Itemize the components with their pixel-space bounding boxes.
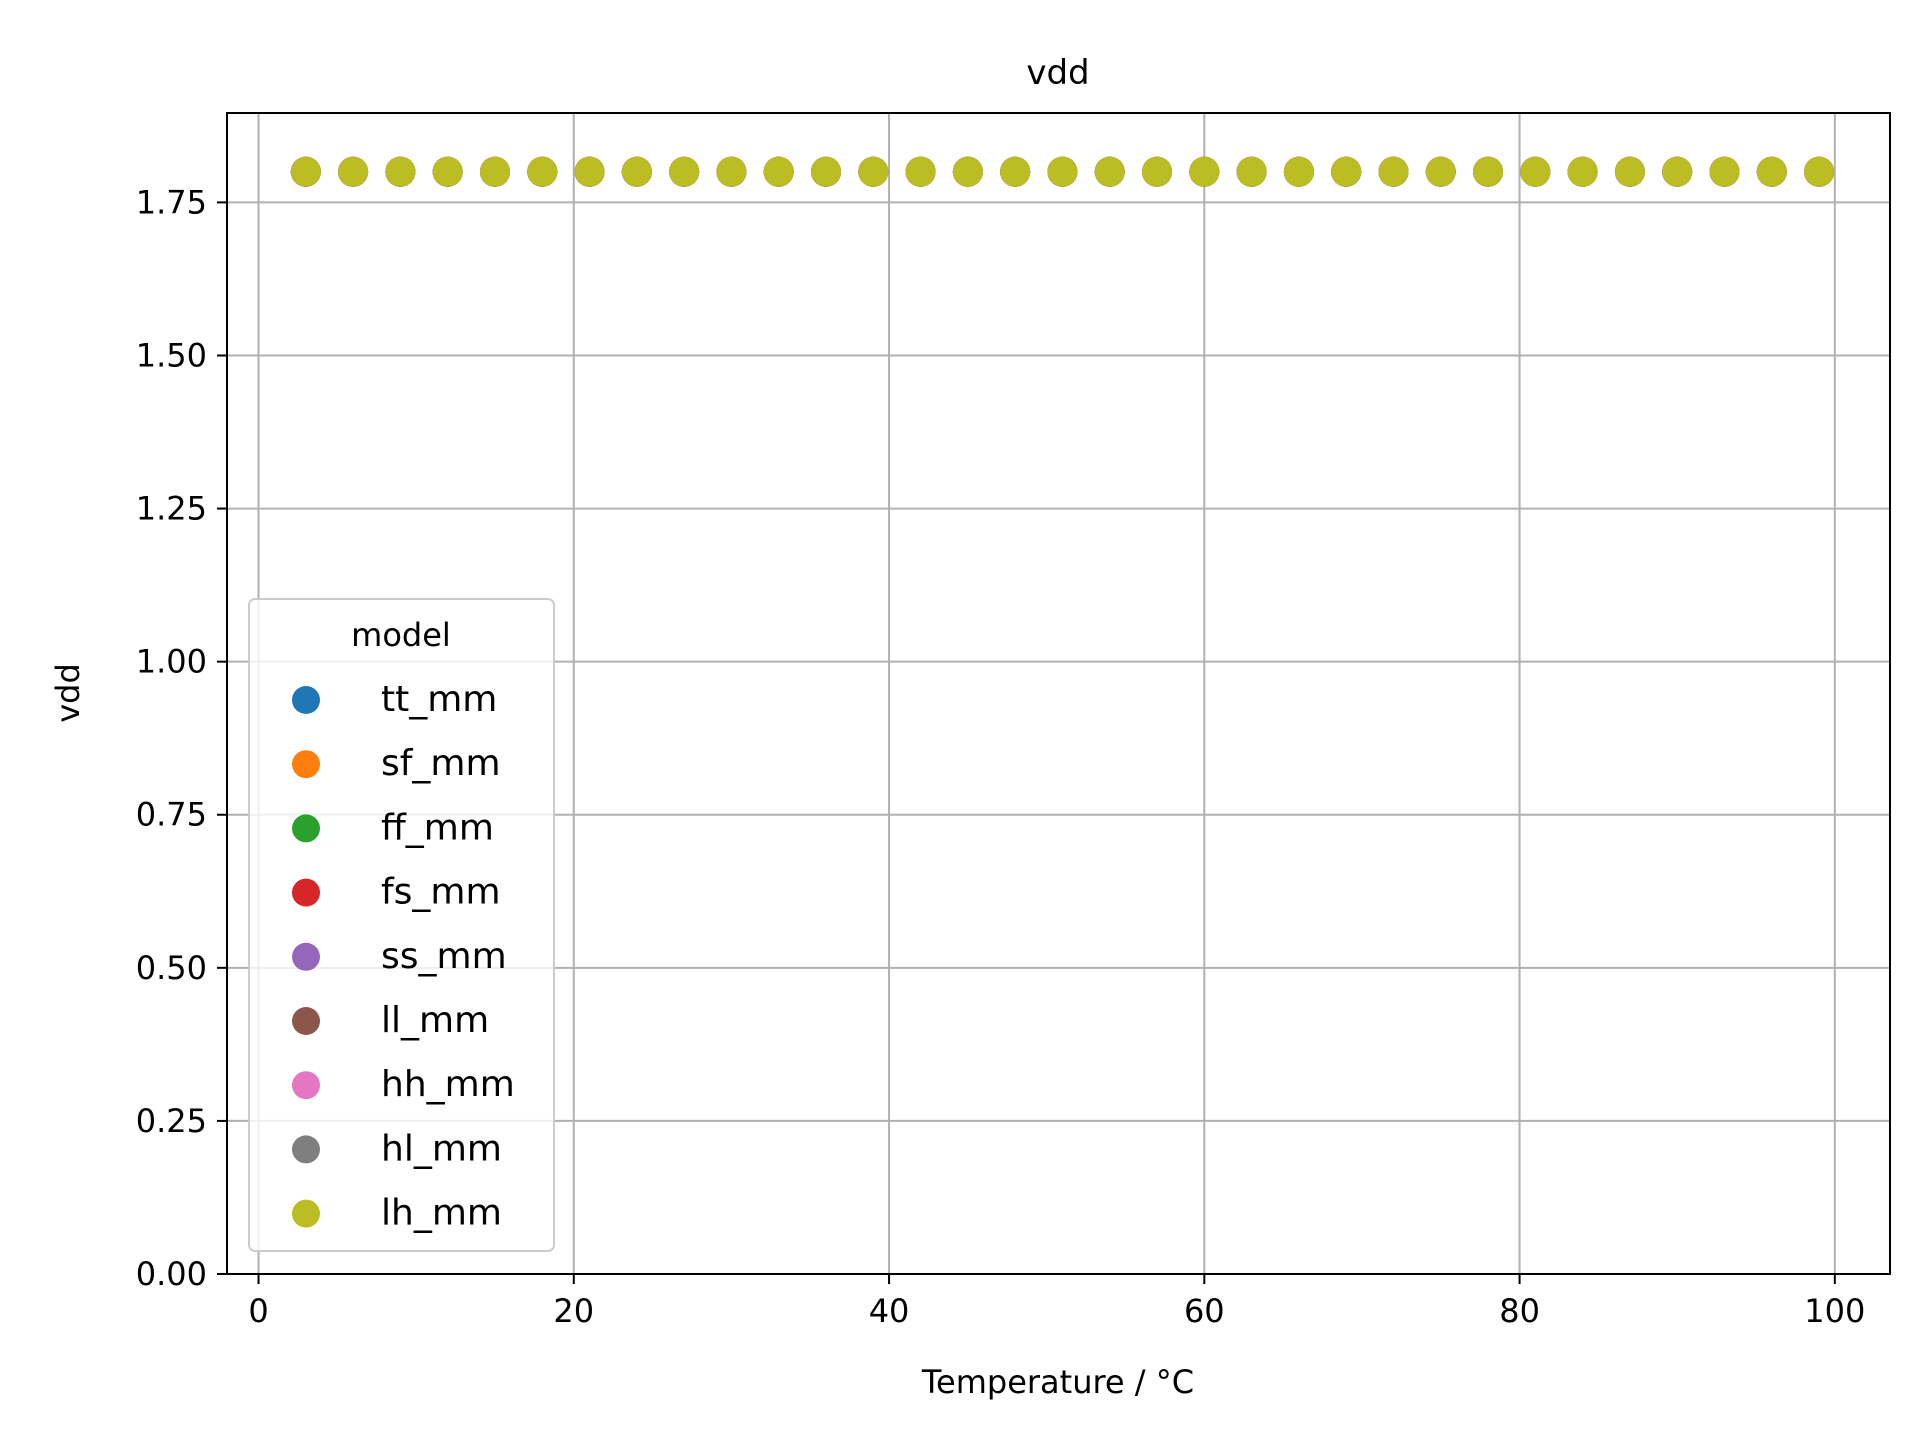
data-point-lh_mm bbox=[385, 156, 416, 187]
data-point-lh_mm bbox=[338, 156, 369, 187]
y-axis-label: vdd bbox=[49, 663, 87, 723]
legend-label: hh_mm bbox=[381, 1064, 515, 1105]
data-point-lh_mm bbox=[716, 156, 747, 187]
legend-marker bbox=[292, 878, 320, 907]
data-point-lh_mm bbox=[1567, 156, 1598, 187]
y-tick-label: 0.00 bbox=[136, 1255, 207, 1293]
data-point-lh_mm bbox=[290, 156, 321, 187]
legend-marker bbox=[292, 1071, 320, 1100]
legend-entries: tt_mm sf_mm ff_mm fs_mm ss_mm ll_mm hh_mm hl_mm… bbox=[292, 679, 515, 1234]
data-points bbox=[290, 156, 1835, 187]
legend-box bbox=[248, 598, 555, 1252]
data-point-lh_mm bbox=[763, 156, 794, 187]
legend-label: ll_mm bbox=[381, 1000, 489, 1041]
data-point-lh_mm bbox=[621, 156, 652, 187]
legend-marker bbox=[292, 1199, 320, 1228]
y-tick-label: 1.75 bbox=[136, 183, 207, 221]
legend-label: lh_mm bbox=[381, 1193, 502, 1234]
x-tick-label: 60 bbox=[1184, 1292, 1225, 1330]
legend-entry-tt_mm: tt_mm bbox=[292, 679, 497, 720]
legend-label: hl_mm bbox=[381, 1128, 502, 1169]
x-tick-label: 100 bbox=[1804, 1292, 1865, 1330]
data-point-lh_mm bbox=[905, 156, 936, 187]
legend-entry-ss_mm: ss_mm bbox=[292, 936, 507, 977]
data-point-lh_mm bbox=[527, 156, 558, 187]
legend-marker bbox=[292, 814, 320, 843]
legend-marker bbox=[292, 1135, 320, 1164]
data-point-lh_mm bbox=[858, 156, 889, 187]
legend-label: fs_mm bbox=[381, 872, 501, 913]
data-point-lh_mm bbox=[479, 156, 510, 187]
legend-entry-hl_mm: hl_mm bbox=[292, 1128, 502, 1169]
chart-title: vdd bbox=[1026, 53, 1089, 93]
x-tick-label: 40 bbox=[869, 1292, 910, 1330]
y-tick-label: 0.25 bbox=[136, 1102, 207, 1140]
legend-entry-ll_mm: ll_mm bbox=[292, 1000, 489, 1041]
plot-area-frame bbox=[226, 112, 1891, 1275]
legend-entry-lh_mm: lh_mm bbox=[292, 1193, 502, 1234]
legend-label: ss_mm bbox=[381, 936, 507, 977]
x-axis-label: Temperature / °C bbox=[921, 1363, 1194, 1401]
data-point-lh_mm bbox=[432, 156, 463, 187]
data-point-lh_mm bbox=[1047, 156, 1078, 187]
x-tick-label: 20 bbox=[553, 1292, 594, 1330]
legend-marker bbox=[292, 750, 320, 779]
legend-label: ff_mm bbox=[381, 807, 494, 848]
legend-marker bbox=[292, 942, 320, 971]
data-point-lh_mm bbox=[810, 156, 841, 187]
data-point-lh_mm bbox=[1331, 156, 1362, 187]
series-lh_mm bbox=[290, 156, 1835, 187]
data-point-lh_mm bbox=[1000, 156, 1031, 187]
data-point-lh_mm bbox=[1614, 156, 1645, 187]
data-point-lh_mm bbox=[1709, 156, 1740, 187]
legend-entry-hh_mm: hh_mm bbox=[292, 1064, 515, 1105]
x-tick-label: 0 bbox=[248, 1292, 268, 1330]
legend-entry-fs_mm: fs_mm bbox=[292, 872, 501, 913]
legend-label: sf_mm bbox=[381, 743, 501, 784]
legend-title: model bbox=[351, 616, 451, 654]
data-point-lh_mm bbox=[1094, 156, 1125, 187]
legend-entry-sf_mm: sf_mm bbox=[292, 743, 501, 784]
data-point-lh_mm bbox=[1425, 156, 1456, 187]
data-point-lh_mm bbox=[1236, 156, 1267, 187]
data-point-lh_mm bbox=[1473, 156, 1504, 187]
data-point-lh_mm bbox=[574, 156, 605, 187]
y-tick-label: 1.50 bbox=[136, 336, 207, 374]
data-point-lh_mm bbox=[952, 156, 983, 187]
legend-label: tt_mm bbox=[381, 679, 497, 720]
y-tick-label: 0.75 bbox=[136, 796, 207, 834]
y-tick-label: 1.00 bbox=[136, 643, 207, 681]
y-tick-label: 0.50 bbox=[136, 949, 207, 987]
y-axis-ticks: 0.00 0.25 0.50 0.75 1.00 1.25 1.50 1.75 bbox=[136, 183, 227, 1293]
data-point-lh_mm bbox=[1142, 156, 1173, 187]
data-point-lh_mm bbox=[669, 156, 700, 187]
legend-marker bbox=[292, 686, 320, 714]
legend-entry-ff_mm: ff_mm bbox=[292, 807, 494, 848]
legend: model tt_mm sf_mm ff_mm fs_mm ss_mm ll_mm hh_m… bbox=[248, 598, 555, 1252]
data-point-lh_mm bbox=[1756, 156, 1787, 187]
data-point-lh_mm bbox=[1189, 156, 1220, 187]
x-axis-ticks: 0 20 40 60 80 100 bbox=[248, 1274, 1865, 1330]
data-point-lh_mm bbox=[1520, 156, 1551, 187]
data-point-lh_mm bbox=[1378, 156, 1409, 187]
data-point-lh_mm bbox=[1283, 156, 1314, 187]
legend-marker bbox=[292, 1007, 320, 1035]
y-tick-label: 1.25 bbox=[136, 490, 207, 528]
x-tick-label: 80 bbox=[1499, 1292, 1540, 1330]
data-point-lh_mm bbox=[1662, 156, 1693, 187]
data-point-lh_mm bbox=[1804, 156, 1835, 187]
